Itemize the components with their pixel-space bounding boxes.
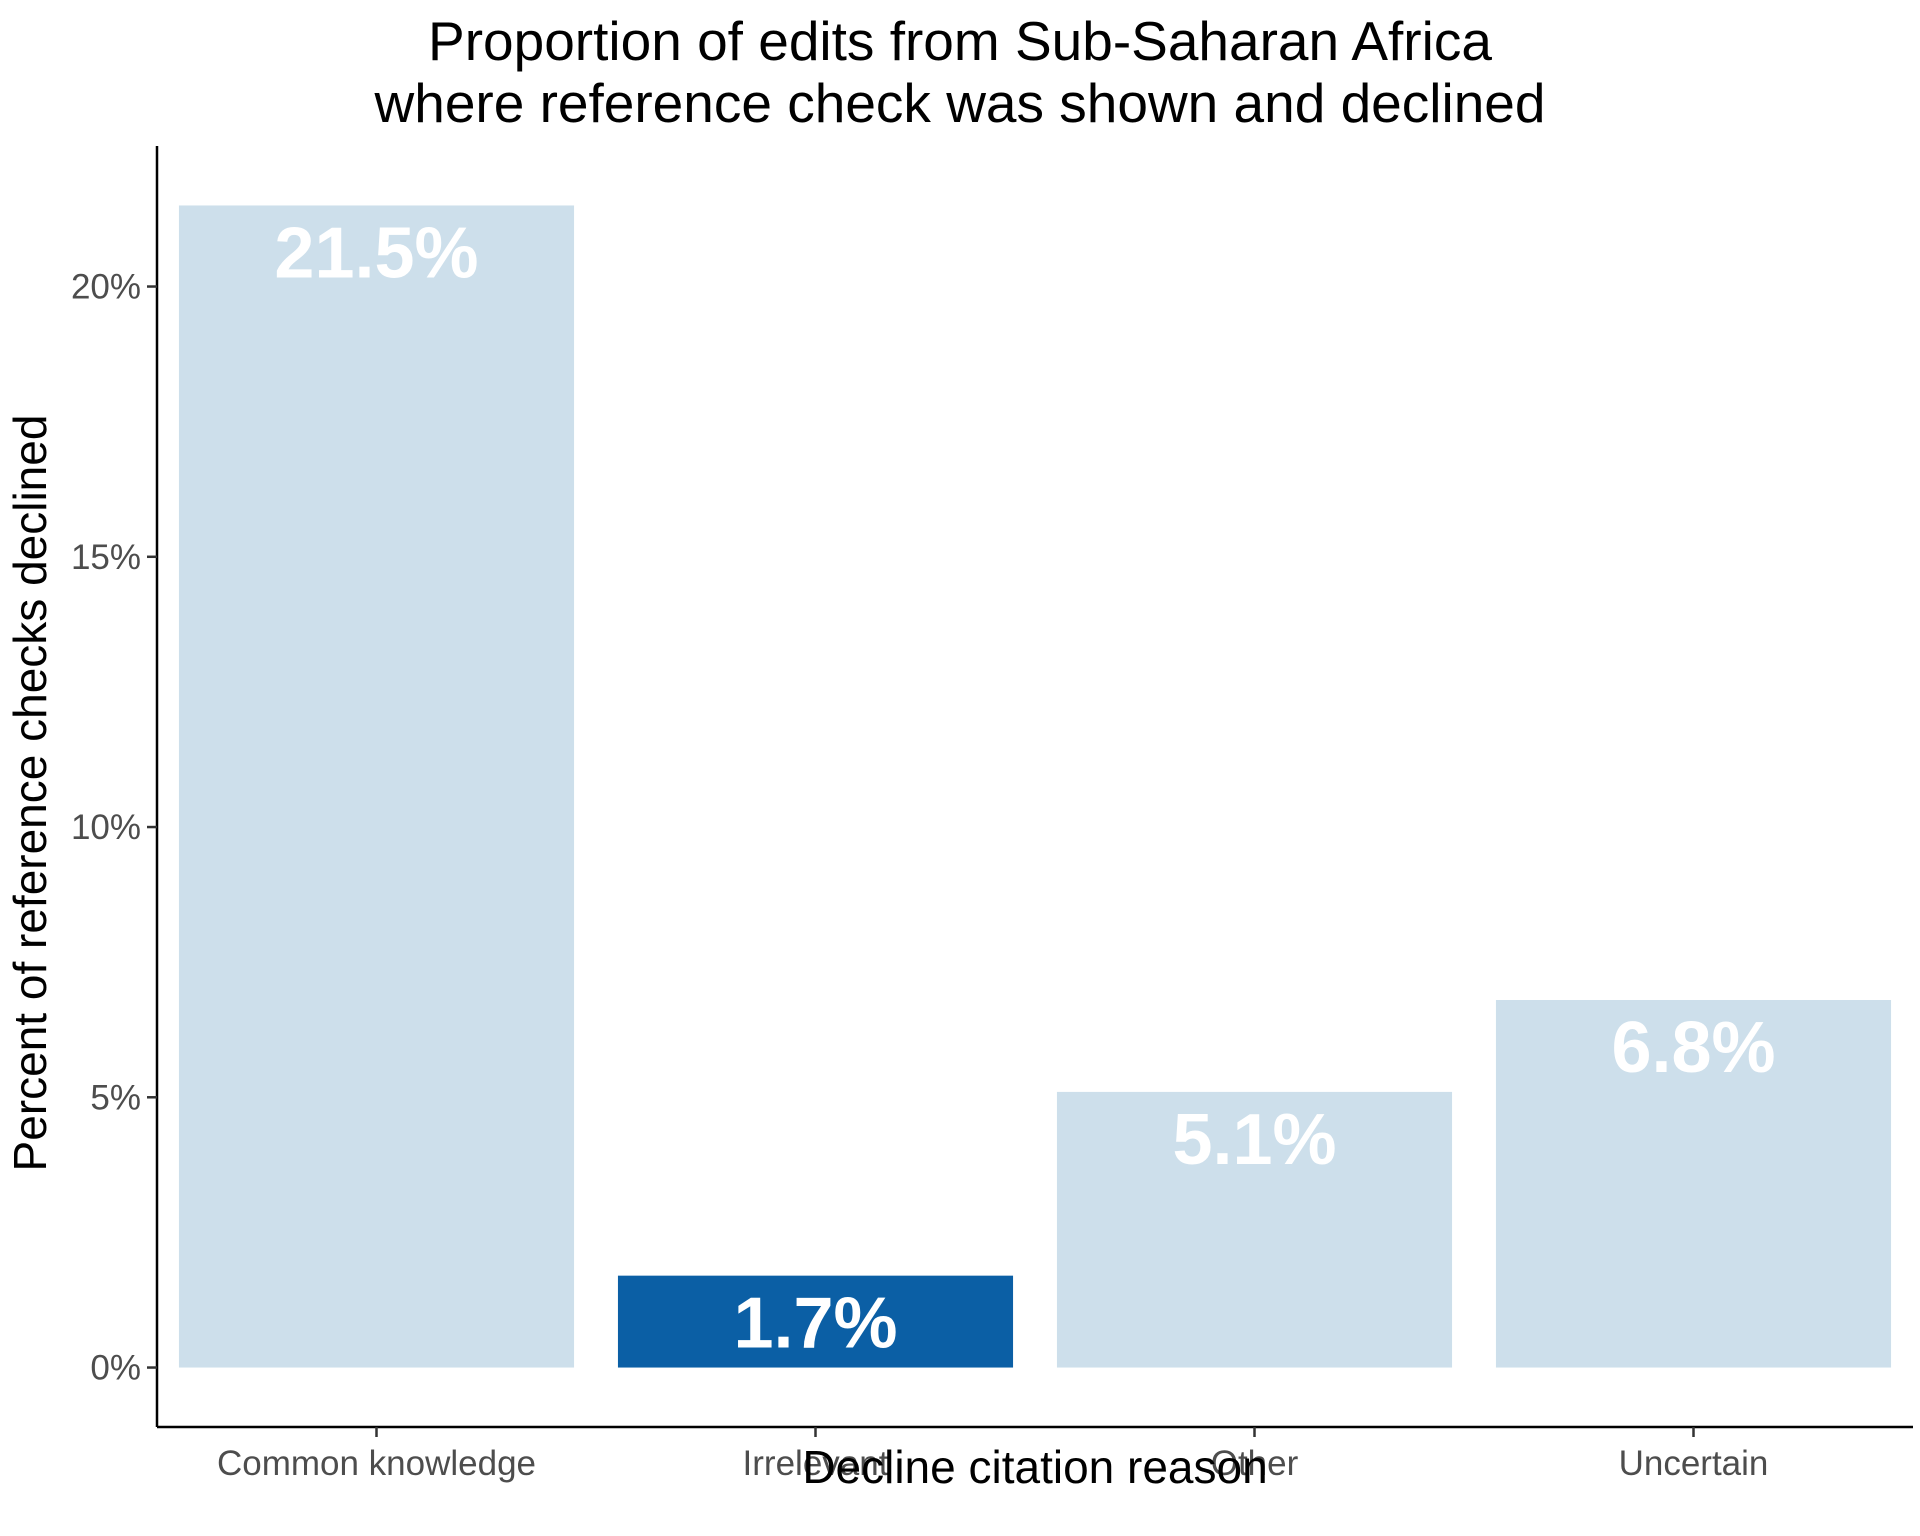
x-axis-title: Decline citation reason (802, 1441, 1268, 1493)
x-tick-label: Irrelevant (743, 1444, 889, 1483)
y-tick-label: 15% (71, 538, 141, 577)
bar-value-label: 5.1% (1172, 1100, 1336, 1180)
bar-value-label: 6.8% (1611, 1008, 1775, 1088)
x-tick-label: Other (1211, 1444, 1299, 1483)
y-tick-label: 0% (90, 1349, 141, 1388)
x-tick-label: Uncertain (1619, 1444, 1769, 1483)
y-tick-label: 20% (71, 268, 141, 307)
bar-common-knowledge (178, 205, 575, 1368)
bar-uncertain (1495, 1000, 1892, 1368)
x-tick-label: Common knowledge (217, 1444, 536, 1483)
y-axis-title: Percent of reference checks declined (4, 414, 56, 1172)
bar-value-label: 1.7% (733, 1284, 897, 1364)
bar-value-label: 21.5% (274, 213, 478, 293)
y-tick-label: 10% (71, 808, 141, 847)
chart-title-line-2: where reference check was shown and decl… (374, 72, 1546, 134)
y-tick-label: 5% (90, 1078, 141, 1117)
chart-title-line-1: Proportion of edits from Sub-Saharan Afr… (428, 10, 1492, 72)
bar-other (1056, 1091, 1453, 1368)
bar-irrelevant (617, 1275, 1014, 1368)
